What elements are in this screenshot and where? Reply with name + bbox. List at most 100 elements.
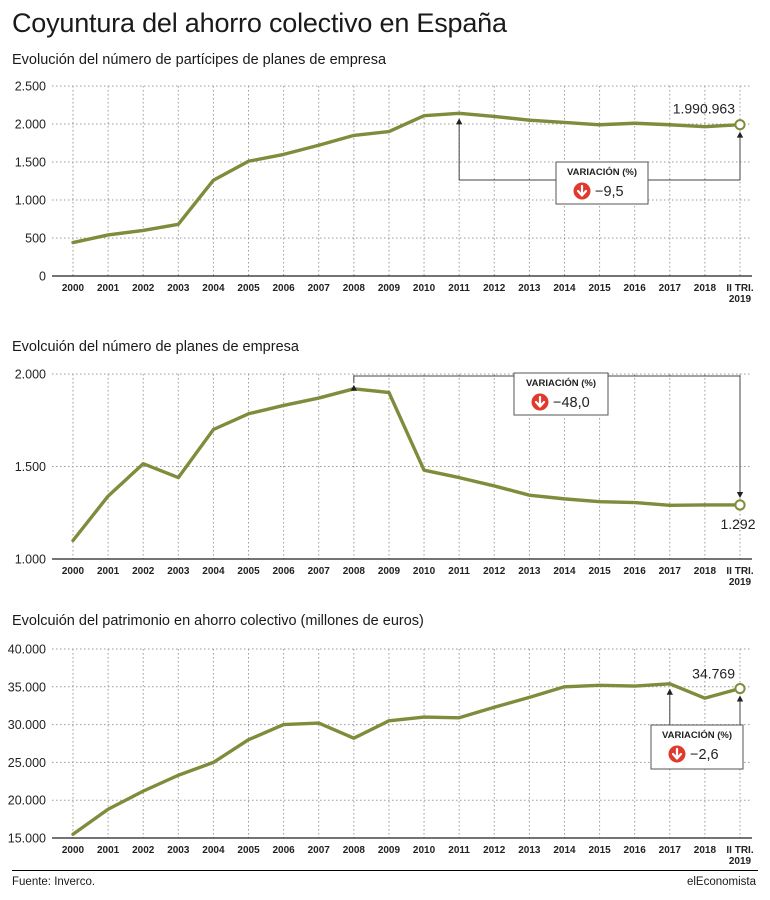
x-tick-label: 2004: [202, 283, 225, 294]
x-tick-label: 2016: [624, 283, 647, 294]
y-tick-label: 35.000: [8, 680, 46, 694]
x-tick-label: 2010: [413, 845, 436, 856]
down-arrow-glyph: [671, 747, 683, 760]
x-tick-label: 2008: [343, 566, 366, 577]
footer-divider: [12, 870, 758, 871]
data-point-2002: [142, 462, 145, 465]
x-tick-label: 2005: [237, 845, 260, 856]
x-tick-label: 2006: [273, 566, 296, 577]
y-tick-label: 2.500: [15, 80, 46, 94]
x-tick-label: 2005: [237, 566, 260, 577]
x-tick-label: 2002: [132, 845, 155, 856]
data-point-2005: [247, 412, 250, 415]
y-tick-label: 20.000: [8, 794, 46, 808]
end-marker: [734, 499, 746, 511]
end-value-label: 1.292: [720, 516, 755, 532]
y-tick-label: 0: [39, 270, 46, 284]
chart-planes: 1.000 1.500 2.000 2000 2001 2002 2003 2004 2005 2…: [15, 368, 756, 589]
series-line: [71, 111, 742, 245]
y-tick-label: 2.000: [15, 118, 46, 132]
brand-label: elEconomista: [686, 876, 756, 888]
data-point-2000: [71, 539, 75, 542]
x-tick-label: 2010: [413, 283, 436, 294]
x-tick-label: 2019: [729, 577, 752, 588]
data-point-2002: [142, 229, 145, 232]
y-tick-label: 1.000: [15, 194, 46, 208]
down-arrow-glyph: [576, 184, 588, 197]
x-tick-label: 2008: [343, 845, 366, 856]
x-tick-label: 2018: [694, 845, 717, 856]
data-point-2016: [633, 122, 636, 125]
data-point-2006: [282, 404, 285, 407]
x-tick-label: 2006: [273, 283, 296, 294]
y-tick-label: 1.000: [15, 553, 46, 567]
data-point-2013: [528, 119, 531, 122]
data-point-2004: [212, 179, 215, 182]
down-arrow-glyph: [534, 395, 546, 408]
data-point-2011: [457, 112, 461, 115]
x-tick-label: 2017: [659, 845, 682, 856]
data-point-2007: [317, 396, 320, 400]
data-point-2018: [703, 696, 707, 700]
data-point-2015: [598, 123, 601, 126]
y-tick-label: 1.500: [15, 156, 46, 170]
data-point-2013: [528, 696, 531, 699]
y-tick-label: 1.500: [15, 460, 46, 474]
x-tick-label: 2003: [167, 566, 190, 577]
y-tick-label: 2.000: [15, 368, 46, 382]
data-point-2004: [212, 761, 215, 764]
data-point-2018: [703, 503, 707, 507]
end-value-label: 34.769: [692, 666, 735, 682]
data-point-2003: [177, 774, 180, 777]
data-point-2015: [598, 684, 601, 687]
y-tick-label: 25.000: [8, 756, 46, 770]
end-value-label: 1.990.963: [673, 101, 735, 117]
x-tick-label: 2009: [378, 283, 401, 294]
x-tick-label: 2013: [518, 566, 541, 577]
x-tick-label: 2001: [97, 845, 120, 856]
x-tick-label: 2016: [624, 566, 647, 577]
variation-title: VARIACIÓN (%): [662, 729, 732, 741]
x-tick-label: 2013: [518, 283, 541, 294]
data-point-2008: [352, 737, 356, 740]
data-point-2017: [668, 682, 671, 685]
x-tick-label: 2007: [308, 283, 331, 294]
variation-value: −2,6: [690, 747, 719, 763]
data-point-2005: [247, 160, 250, 163]
chart2-title: Evolcuión del número de planes de empres…: [12, 339, 299, 355]
chart-participes: 0 500 1.000 1.500 2.000 2.500 2000 2001 2002 2003…: [15, 80, 754, 306]
x-tick-label: 2012: [483, 566, 506, 577]
variation-box: [650, 724, 744, 770]
data-point-2005: [247, 738, 250, 741]
data-point-2014: [563, 121, 566, 124]
y-tick-label: 40.000: [8, 643, 46, 657]
y-tick-label: 15.000: [8, 832, 46, 846]
x-tick-label: 2013: [518, 845, 541, 856]
data-point-2010: [422, 715, 426, 719]
x-tick-label: 2019: [729, 294, 752, 305]
data-point-2009: [387, 719, 391, 723]
data-point-2017: [668, 123, 671, 126]
data-point-2014: [563, 685, 566, 688]
data-point-2003: [177, 223, 180, 226]
data-point-2001: [106, 233, 110, 237]
data-point-2000: [71, 241, 75, 244]
x-tick-label: 2015: [588, 845, 611, 856]
x-tick-label: 2004: [202, 845, 225, 856]
data-point-2003: [177, 476, 180, 479]
chart3-title: Evolcuión del patrimonio en ahorro colec…: [12, 613, 424, 629]
x-tick-label: 2000: [62, 845, 85, 856]
variation-title: VARIACIÓN (%): [526, 377, 596, 389]
data-point-2007: [317, 144, 320, 147]
x-tick-label: 2002: [132, 566, 155, 577]
x-tick-label: 2014: [553, 566, 576, 577]
variation-box: [555, 161, 649, 205]
x-tick-label: 2015: [588, 566, 611, 577]
x-tick-label: 2002: [132, 283, 155, 294]
data-point-2013: [528, 493, 531, 497]
x-tick-label: 2003: [167, 283, 190, 294]
data-point-2016: [633, 684, 636, 688]
x-tick-label: 2007: [308, 845, 331, 856]
arrow-head: [736, 131, 744, 138]
x-tick-label: 2014: [553, 283, 576, 294]
